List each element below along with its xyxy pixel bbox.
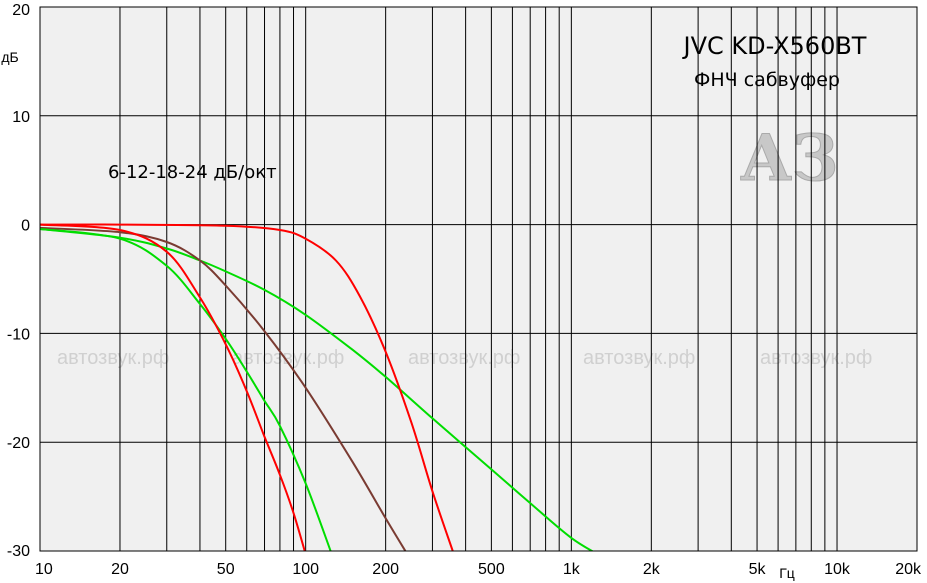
watermark-text: автозвук.рф [57,347,169,369]
watermark-text: автозвук.рф [232,347,344,369]
y-tick-label: -10 [7,326,30,343]
y-axis-label: дБ [1,49,18,65]
plot-area [40,7,917,551]
x-tick-label: 10 [35,561,53,578]
x-tick-label: 20 [111,561,129,578]
series-line-3 [40,228,332,551]
y-tick-label: 0 [21,218,30,235]
x-tick-label: 10k [824,561,851,578]
series-group [40,223,595,551]
watermark-text: автозвук.рф [760,347,872,369]
x-tick-label: 1k [563,561,581,578]
series-line-5 [40,223,454,551]
x-tick-label: 50 [217,561,235,578]
y-tick-label: -20 [7,435,30,452]
plot-border [39,6,918,552]
x-tick-label: 100 [292,561,319,578]
x-tick-label: 20k [895,561,922,578]
watermark: автозвук.рф автозвук.рф автозвук.рф автозву… [57,121,872,370]
watermark-text: автозвук.рф [408,347,520,369]
x-tick-label: 200 [372,561,399,578]
chart-subtitle: ФНЧ сабвуфер [694,69,840,91]
y-tick-label: 10 [12,109,30,126]
x-tick-label: 5k [749,561,767,578]
slope-annotation: 6-12-18-24 дБ/окт [108,162,277,183]
x-tick-label: 500 [478,561,505,578]
x-tick-label: 2k [643,561,661,578]
x-axis-label: Гц [779,565,795,581]
watermark-text: автозвук.рф [583,347,695,369]
y-tick-label: 20 [12,2,30,19]
series-line-1 [40,228,595,551]
series-line-2 [40,226,407,551]
y-tick-label: -30 [7,543,30,560]
watermark-logo: АЗ [740,121,838,196]
series-line-4 [40,223,306,551]
chart-title: JVC KD-X560BT [682,32,867,60]
